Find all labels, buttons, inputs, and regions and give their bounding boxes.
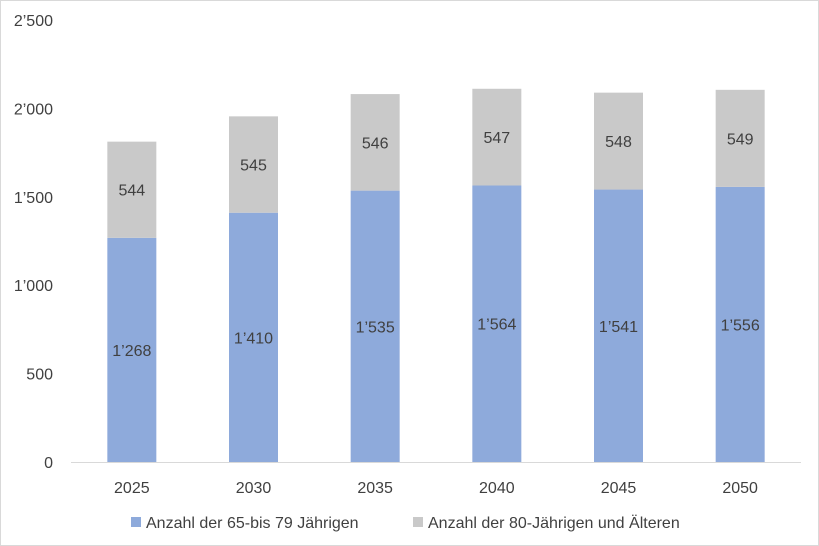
x-tick-label: 2025 (114, 480, 150, 497)
data-label: 546 (362, 135, 389, 152)
data-label: 549 (727, 131, 754, 148)
x-tick-label: 2040 (479, 480, 515, 497)
bar-segment-65-79 (594, 189, 643, 462)
data-label: 544 (118, 183, 145, 200)
data-label: 1’556 (721, 317, 760, 334)
data-label: 547 (483, 130, 510, 147)
bar-segment-65-79 (715, 186, 765, 462)
y-tick-label: 500 (26, 367, 53, 384)
bar-segment-65-79 (229, 212, 278, 462)
data-label: 548 (605, 134, 632, 151)
bar-segment-80plus (107, 141, 157, 238)
bar-segment-80plus (350, 94, 400, 191)
y-tick-label: 1’500 (14, 190, 53, 207)
y-tick-label: 2’500 (14, 13, 53, 30)
bar-segment-80plus (229, 116, 278, 213)
data-label: 1’268 (112, 343, 151, 360)
x-tick-label: 2050 (722, 480, 758, 497)
bar-segment-65-79 (107, 237, 157, 462)
data-label: 545 (240, 158, 267, 175)
data-label: 1’541 (599, 319, 638, 336)
x-tick-label: 2030 (236, 480, 272, 497)
x-tick-label: 2035 (357, 480, 393, 497)
y-tick-label: 1’000 (14, 278, 53, 295)
legend-label: Anzahl der 65-bis 79 Jährigen (146, 515, 359, 532)
bar-segment-80plus (594, 92, 643, 190)
legend-label: Anzahl der 80-Jährigen und Älteren (428, 514, 680, 532)
bar-segment-65-79 (472, 185, 522, 462)
bar-segment-80plus (472, 88, 522, 186)
data-label: 1’535 (356, 319, 395, 336)
data-label: 1’564 (477, 317, 516, 334)
legend-swatch (131, 517, 141, 527)
y-tick-label: 2’000 (14, 101, 53, 118)
bar-segment-80plus (715, 89, 765, 187)
y-tick-label: 0 (44, 455, 53, 472)
x-tick-label: 2045 (601, 480, 637, 497)
data-label: 1’410 (234, 330, 273, 347)
bar-segment-65-79 (350, 190, 400, 462)
legend-swatch (413, 517, 423, 527)
